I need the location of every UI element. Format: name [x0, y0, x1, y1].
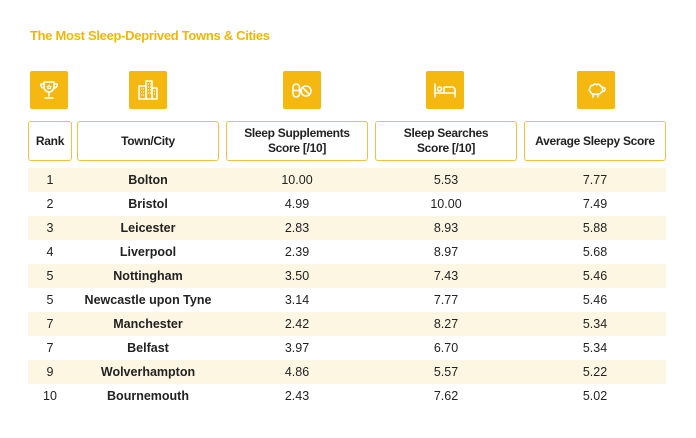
town-cell: Manchester: [113, 317, 183, 331]
page-title: The Most Sleep-Deprived Towns & Cities: [30, 28, 270, 43]
town-cell: Bolton: [128, 173, 168, 187]
average-score-cell: 5.34: [582, 317, 608, 331]
bed-icon: [426, 71, 464, 109]
header-average-sleepy-score: Average Sleepy Score: [524, 121, 666, 161]
city-buildings-icon: [129, 71, 167, 109]
average-score-cell: 5.02: [582, 389, 608, 403]
header-sleep-supplements: Sleep Supplements Score [/10]: [226, 121, 368, 161]
rank-cell: 5: [46, 293, 54, 307]
rank-cell: 1: [46, 173, 54, 187]
town-cell: Bournemouth: [107, 389, 189, 403]
average-score-cell: 5.68: [582, 245, 608, 259]
header-sleep-searches: Sleep Searches Score [/10]: [375, 121, 517, 161]
table-body: 1 Bolton 10.00 5.53 7.77 2 Bristol 4.99 …: [28, 168, 666, 408]
rank-cell: 3: [46, 221, 54, 235]
average-score-cell: 7.77: [582, 173, 608, 187]
table-row: 1 Bolton 10.00 5.53 7.77: [28, 168, 666, 192]
rank-cell: 2: [46, 197, 54, 211]
supplements-score-cell: 4.86: [284, 365, 310, 379]
trophy-icon: [30, 71, 68, 109]
town-cell: Bristol: [128, 197, 168, 211]
pills-icon: [283, 71, 321, 109]
rank-cell: 7: [46, 317, 54, 331]
average-score-cell: 5.46: [582, 293, 608, 307]
town-cell: Leicester: [120, 221, 176, 235]
table-row: 10 Bournemouth 2.43 7.62 5.02: [28, 384, 666, 408]
searches-score-cell: 7.43: [433, 269, 459, 283]
town-cell: Newcastle upon Tyne: [84, 293, 212, 307]
searches-score-cell: 5.57: [433, 365, 459, 379]
supplements-score-cell: 10.00: [281, 173, 313, 187]
supplements-score-cell: 2.42: [284, 317, 310, 331]
average-score-cell: 5.22: [582, 365, 608, 379]
table-row: 4 Liverpool 2.39 8.97 5.68: [28, 240, 666, 264]
supplements-score-cell: 2.83: [284, 221, 310, 235]
town-cell: Wolverhampton: [100, 365, 196, 379]
searches-score-cell: 10.00: [430, 197, 462, 211]
searches-score-cell: 7.62: [433, 389, 459, 403]
average-score-cell: 5.46: [582, 269, 608, 283]
supplements-score-cell: 3.14: [284, 293, 310, 307]
searches-score-cell: 8.27: [433, 317, 459, 331]
table-row: 7 Manchester 2.42 8.27 5.34: [28, 312, 666, 336]
town-cell: Belfast: [127, 341, 169, 355]
searches-score-cell: 8.93: [433, 221, 459, 235]
sheep-icon: [577, 71, 615, 109]
searches-score-cell: 8.97: [433, 245, 459, 259]
searches-score-cell: 5.53: [433, 173, 459, 187]
rank-cell: 9: [46, 365, 54, 379]
table-row: 3 Leicester 2.83 8.93 5.88: [28, 216, 666, 240]
table-row: 5 Nottingham 3.50 7.43 5.46: [28, 264, 666, 288]
supplements-score-cell: 3.97: [284, 341, 310, 355]
supplements-score-cell: 2.43: [284, 389, 310, 403]
average-score-cell: 7.49: [582, 197, 608, 211]
rank-cell: 4: [46, 245, 54, 259]
header-town-city: Town/City: [77, 121, 219, 161]
rank-cell: 5: [46, 269, 54, 283]
town-cell: Liverpool: [119, 245, 177, 259]
rank-cell: 10: [43, 389, 57, 403]
table-row: 5 Newcastle upon Tyne 3.14 7.77 5.46: [28, 288, 666, 312]
supplements-score-cell: 3.50: [284, 269, 310, 283]
table-row: 2 Bristol 4.99 10.00 7.49: [28, 192, 666, 216]
supplements-score-cell: 4.99: [284, 197, 310, 211]
header-rank: Rank: [28, 121, 72, 161]
table-row: 7 Belfast 3.97 6.70 5.34: [28, 336, 666, 360]
supplements-score-cell: 2.39: [284, 245, 310, 259]
town-cell: Nottingham: [113, 269, 183, 283]
searches-score-cell: 6.70: [433, 341, 459, 355]
average-score-cell: 5.88: [582, 221, 608, 235]
average-score-cell: 5.34: [582, 341, 608, 355]
rank-cell: 7: [46, 341, 54, 355]
searches-score-cell: 7.77: [433, 293, 459, 307]
table-row: 9 Wolverhampton 4.86 5.57 5.22: [28, 360, 666, 384]
